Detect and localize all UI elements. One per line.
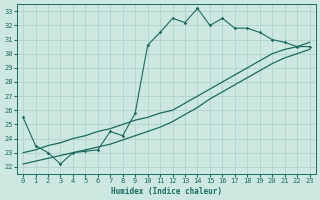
X-axis label: Humidex (Indice chaleur): Humidex (Indice chaleur): [111, 187, 222, 196]
